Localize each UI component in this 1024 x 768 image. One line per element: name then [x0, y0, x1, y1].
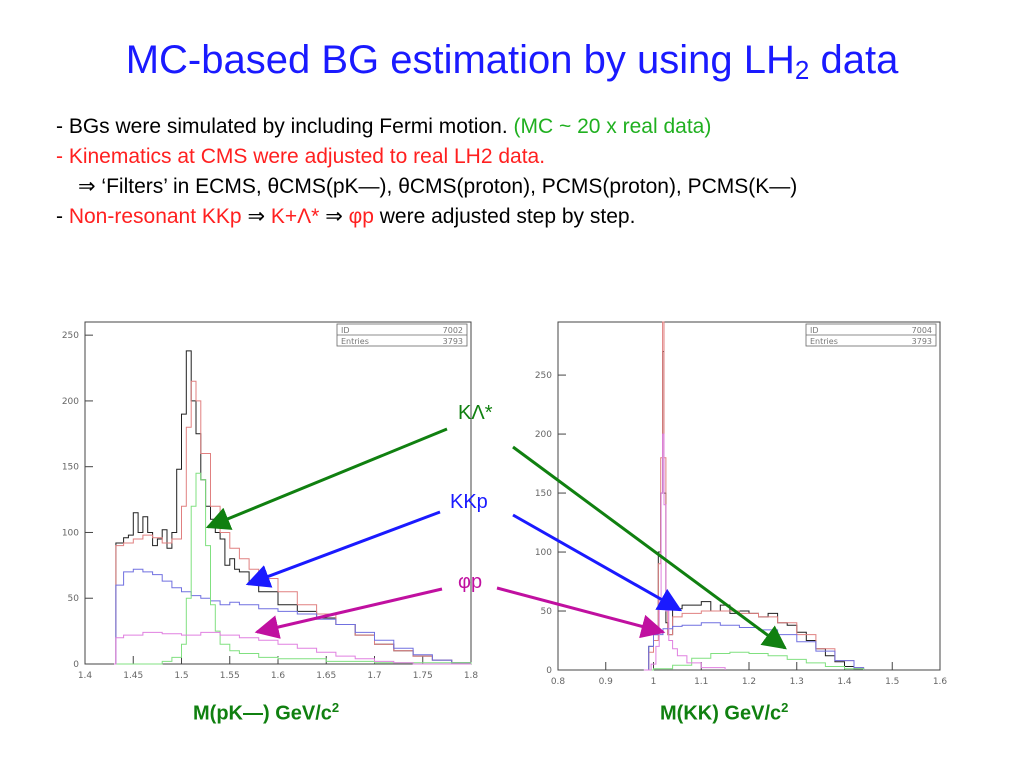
y-tick-label: 200: [62, 397, 79, 407]
stats-value: 7004: [912, 326, 932, 335]
x-tick-label: 1.4: [78, 671, 93, 681]
histogram-series-5: [114, 631, 471, 665]
histogram-series-4: [643, 651, 865, 671]
x-tick-label: 1.55: [220, 671, 240, 681]
stats-key: ID: [341, 326, 350, 335]
klambda-arrow-right: [512, 445, 787, 650]
y-tick-label: 100: [535, 548, 552, 558]
y-tick-label: 250: [535, 371, 552, 381]
x-tick-label: 1.2: [742, 677, 756, 687]
bullet-1: - BGs were simulated by including Fermi …: [56, 115, 712, 138]
x-tick-label: 0.8: [551, 677, 566, 687]
x-tick-label: 1.4: [837, 677, 852, 687]
x-tick-label: 1.65: [316, 671, 336, 681]
x-tick-label: 1.7: [367, 671, 381, 681]
x-tick-label: 1.75: [413, 671, 433, 681]
histogram-series-1: [643, 351, 865, 671]
x-tick-label: 1: [651, 677, 657, 687]
y-tick-label: 0: [73, 660, 79, 670]
stats-key: Entries: [810, 337, 838, 346]
y-tick-label: 150: [62, 463, 79, 473]
phip-arrow-right: [496, 586, 666, 639]
stats-value: 7002: [443, 326, 463, 335]
page-title: MC-based BG estimation by using LH2 data: [125, 38, 899, 85]
stats-value: 3793: [912, 337, 932, 346]
x-tick-label: 1.6: [933, 677, 948, 687]
bullet-3: ⇒ ‘Filters’ in ECMS, θCMS(pK—), θCMS(pro…: [78, 175, 798, 198]
x-tick-label: 1.8: [464, 671, 479, 681]
klambda-label: KΛ*: [458, 402, 493, 424]
bullet-list: - BGs were simulated by including Fermi …: [56, 112, 797, 232]
y-tick-label: 200: [535, 430, 552, 440]
stats-value: 3793: [443, 337, 463, 346]
chart-2-xlabel: M(KK) GeV/c2: [660, 700, 789, 725]
stats-key: Entries: [341, 337, 369, 346]
bullet-4: - Non-resonant KKp ⇒ K+Λ* ⇒ φp were adju…: [56, 205, 636, 228]
x-tick-label: 1.5: [174, 671, 188, 681]
chart-2: 0 50 100 150 200 250 0.8 0.9 1 1.1 1.2 1.3 1.4 1.5 1.6…: [535, 321, 948, 687]
chart-1-xlabel: M(pK—) GeV/c2: [193, 700, 340, 725]
y-tick-label: 250: [62, 331, 79, 341]
histogram-series-2: [643, 321, 865, 671]
x-tick-label: 0.9: [599, 677, 614, 687]
kkp-arrow-right: [512, 513, 683, 612]
y-tick-label: 0: [546, 666, 552, 676]
kkp-label: KKp: [450, 491, 488, 513]
x-tick-label: 1.3: [790, 677, 804, 687]
kkp-arrow-left: [245, 510, 441, 588]
bullet-2: - Kinematics at CMS were adjusted to rea…: [56, 145, 546, 168]
histogram-series-3: [643, 622, 865, 671]
histogram-series-4: [114, 472, 472, 665]
stats-key: ID: [810, 326, 819, 335]
phip-label: φp: [458, 571, 482, 593]
x-tick-label: 1.5: [885, 677, 899, 687]
klambda-arrow-left: [205, 427, 448, 530]
chart-1: 0 50 100 150 200 250 1.4 1.45 1.5 1.55 1.6 1.65 1.7 1…: [62, 321, 479, 681]
chart-1-frame: [84, 321, 472, 665]
x-tick-label: 1.6: [271, 671, 286, 681]
x-tick-label: 1.45: [123, 671, 143, 681]
chart-2-frame: [557, 321, 941, 671]
histogram-series-1: [114, 350, 472, 665]
x-tick-label: 1.1: [694, 677, 708, 687]
y-tick-label: 50: [68, 594, 80, 604]
histogram-series-3: [114, 568, 472, 665]
histogram-series-2: [114, 380, 472, 665]
y-tick-label: 150: [535, 489, 552, 499]
histogram-series-5: [643, 433, 726, 671]
phip-arrow-left: [254, 587, 443, 639]
y-tick-label: 50: [541, 607, 553, 617]
annotation-arrows: KΛ* KKp φp: [205, 402, 787, 650]
y-tick-label: 100: [62, 528, 79, 538]
